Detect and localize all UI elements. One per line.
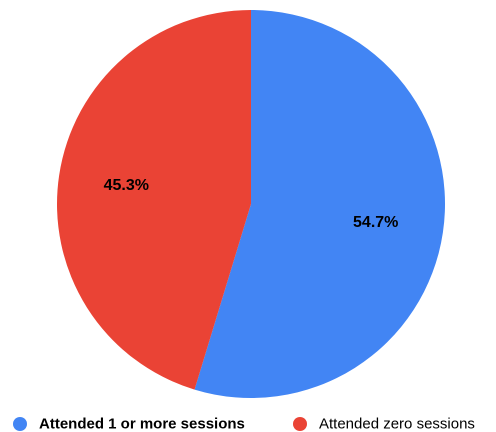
legend[interactable]: Attended 1 or more sessions Attended zero…: [13, 416, 475, 432]
legend-item[interactable]: Attended zero sessions: [293, 416, 475, 432]
slice-value-label: 54.7%: [353, 214, 398, 231]
slice-value-label: 45.3%: [104, 177, 149, 194]
pie-slice-attended-1-or-more[interactable]: [194, 10, 446, 398]
pie-slices: [57, 10, 446, 398]
legend-swatch-icon: [293, 417, 307, 431]
legend-label: Attended 1 or more sessions: [39, 416, 245, 432]
legend-item[interactable]: Attended 1 or more sessions: [13, 416, 245, 432]
legend-label: Attended zero sessions: [319, 416, 475, 432]
legend-swatch-icon: [13, 417, 27, 431]
pie-slice-labels: 54.7% 45.3%: [104, 177, 399, 231]
pie-slice-attended-zero[interactable]: [57, 10, 251, 390]
